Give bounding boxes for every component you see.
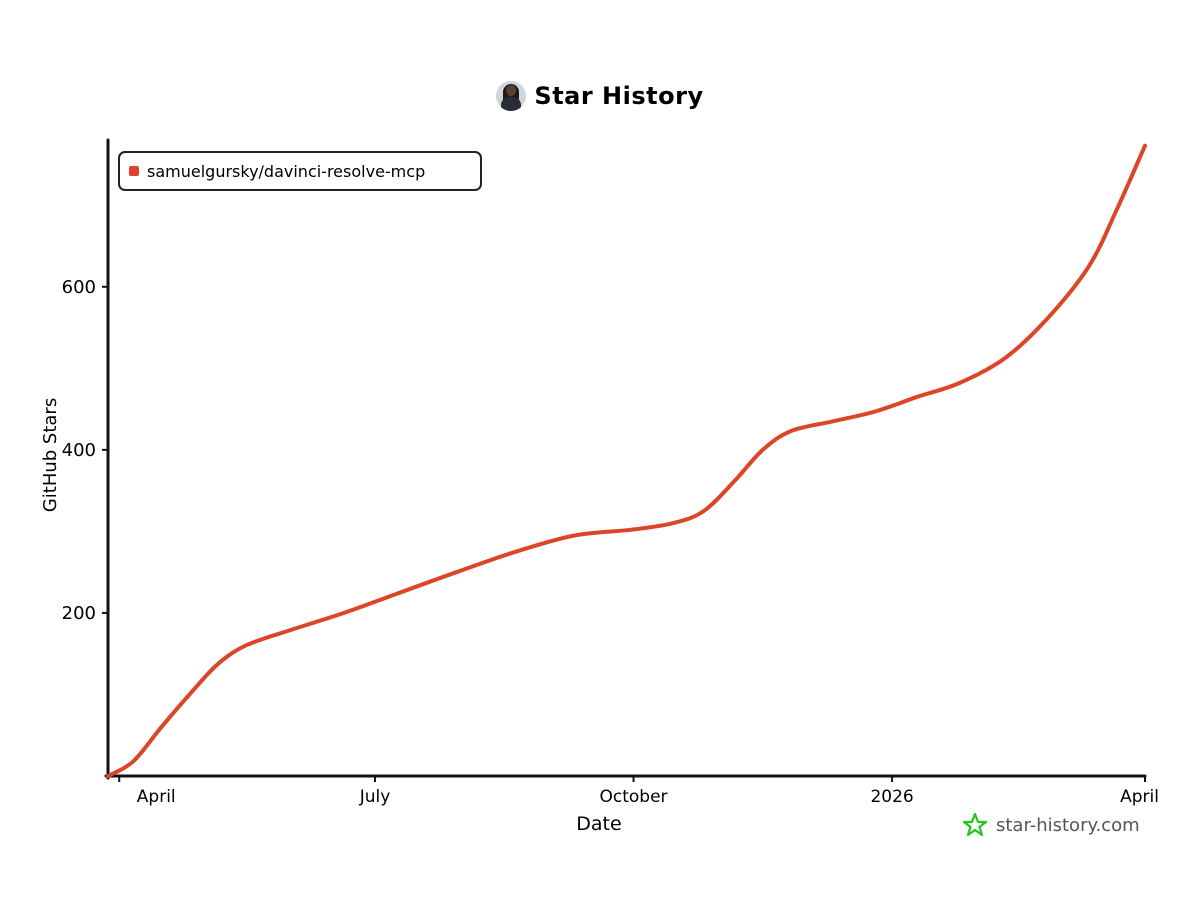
series-point xyxy=(454,570,459,574)
series-point xyxy=(761,448,765,452)
series-point xyxy=(286,629,290,633)
x-tick-label: July xyxy=(359,787,391,807)
series-line-0 xyxy=(106,143,1147,778)
series-point xyxy=(342,611,346,615)
series-point xyxy=(1115,207,1119,211)
series-point xyxy=(1045,317,1049,321)
chart-title: Star History xyxy=(534,82,704,110)
chart-title-bar: Star History xyxy=(0,74,1200,118)
x-tick-label: April xyxy=(137,787,176,807)
legend-label: samuelgursky/davinci-resolve-mcp xyxy=(147,161,426,181)
chart-axes xyxy=(104,138,1147,780)
series-point xyxy=(513,550,518,554)
series-point xyxy=(671,521,675,525)
series-point xyxy=(572,533,577,538)
series-point xyxy=(216,662,220,666)
series-point xyxy=(957,381,962,385)
chart-ticks: 200 400 600 April July October 2026 April xyxy=(62,277,1159,807)
legend: samuelgursky/davinci-resolve-mcp xyxy=(118,151,482,191)
series-point xyxy=(106,774,110,778)
legend-swatch xyxy=(129,166,139,176)
series-point xyxy=(1143,144,1147,148)
series-point xyxy=(733,479,737,483)
x-axis-label: Date xyxy=(576,813,621,835)
series-point xyxy=(789,429,793,433)
series-point xyxy=(831,419,835,423)
series-point xyxy=(873,409,877,414)
branding-link[interactable]: star-history.com xyxy=(962,810,1140,840)
owner-avatar xyxy=(496,81,527,111)
series-point xyxy=(1087,264,1091,268)
series-point xyxy=(187,692,192,697)
series-point xyxy=(398,590,402,595)
series-point xyxy=(915,395,920,399)
series-point xyxy=(244,643,248,648)
y-tick-label: 400 xyxy=(62,440,96,461)
star-icon xyxy=(962,812,988,837)
series-point xyxy=(702,509,706,513)
y-tick-label: 600 xyxy=(62,277,96,298)
x-tick-label: 2026 xyxy=(870,787,913,807)
branding-text: star-history.com xyxy=(996,814,1140,836)
series-point xyxy=(1002,356,1007,361)
series-point xyxy=(629,528,633,532)
x-tick-label: April xyxy=(1120,787,1159,807)
chart-series xyxy=(106,143,1147,778)
series-point xyxy=(159,725,163,729)
x-tick-label: October xyxy=(600,787,668,807)
y-tick-label: 200 xyxy=(62,603,96,624)
y-axis-label: GitHub Stars xyxy=(40,398,61,512)
series-point xyxy=(131,759,135,763)
